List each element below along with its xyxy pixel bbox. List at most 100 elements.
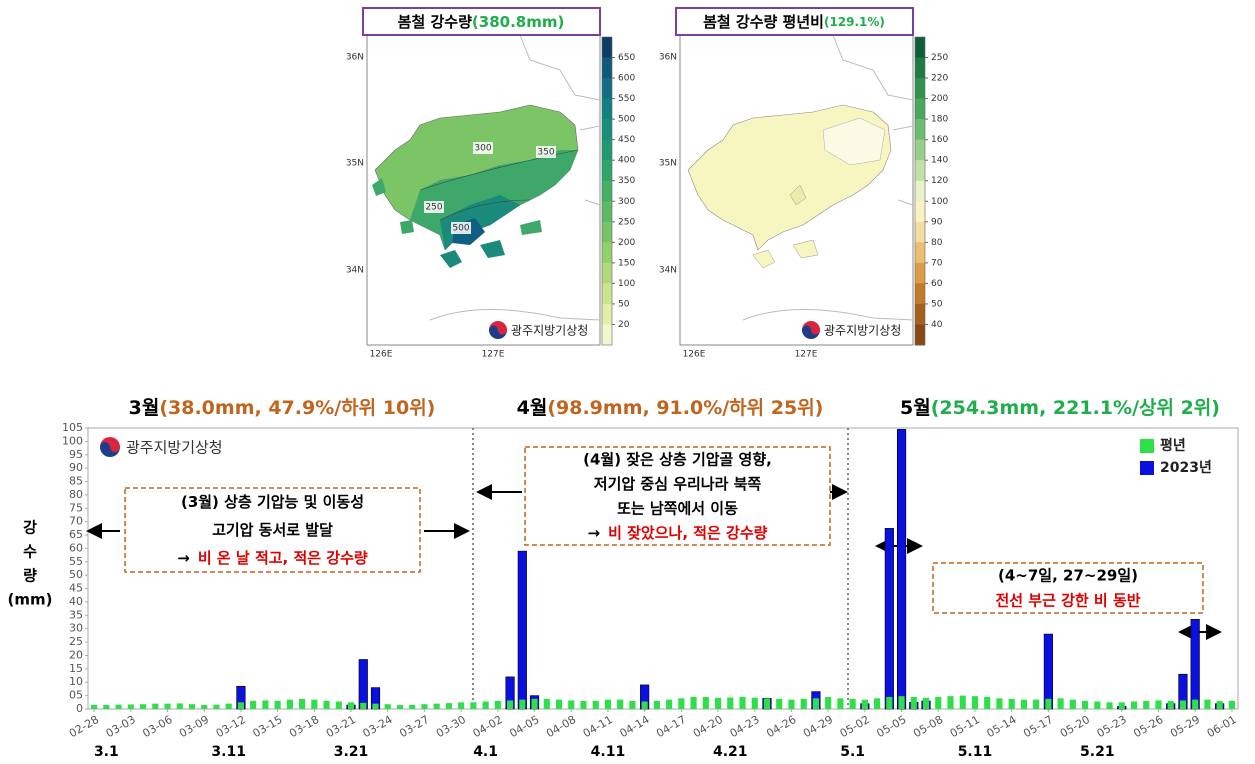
map-title-text: 봄철 강수량 — [398, 13, 472, 31]
y-tick-label: 10 — [69, 675, 83, 688]
colorbar-box — [915, 303, 925, 325]
colorbar-box — [602, 57, 612, 79]
annotation-box — [524, 446, 831, 546]
colorbar-label: 20 — [618, 320, 630, 330]
bar-2023 — [884, 528, 894, 710]
legend-swatch — [1140, 439, 1154, 453]
bar-normal — [825, 696, 832, 709]
y-tick-label: 60 — [69, 541, 83, 554]
logo-mark — [489, 325, 498, 335]
bar-normal — [874, 698, 881, 709]
x-tick-label: 05-20 — [1058, 713, 1092, 740]
colorbar-frame — [914, 36, 926, 346]
bar-normal — [751, 697, 758, 709]
legend-swatch — [1140, 461, 1154, 475]
contour-label-bg — [536, 146, 556, 158]
y-axis-label: (mm) — [8, 591, 53, 609]
lon-label: 126E — [683, 350, 706, 360]
island — [440, 250, 462, 268]
colorbar-box — [602, 201, 612, 223]
lat-label: 34N — [346, 266, 364, 276]
colorbar-label: 200 — [931, 94, 948, 104]
lat-label: 35N — [659, 159, 677, 169]
bar-normal — [996, 698, 1003, 709]
annotation-text: 전선 부근 강한 비 동반 — [995, 591, 1140, 609]
bar-normal — [494, 700, 501, 709]
x-tick-label: 04-11 — [581, 713, 615, 740]
month-header: 5월(254.3mm, 221.1%/상위 2위) — [900, 397, 1220, 419]
colorbar-box — [915, 119, 925, 141]
bar-normal — [115, 704, 122, 709]
legend-label: 2023년 — [1160, 460, 1212, 476]
bar-normal — [604, 699, 612, 709]
bar-normal — [629, 700, 636, 709]
bar-normal — [507, 700, 514, 709]
logo-mark — [811, 325, 820, 335]
annotation-box — [932, 562, 1204, 614]
bar-normal — [1143, 700, 1150, 709]
colorbar-label: 160 — [931, 135, 948, 145]
y-axis-label: 수 — [23, 543, 37, 561]
island — [372, 178, 386, 196]
bar-normal — [922, 697, 930, 709]
bar-normal — [935, 696, 942, 709]
colorbar-box — [602, 180, 612, 202]
bar-normal — [1008, 698, 1015, 709]
map-title-value: (129.1%) — [824, 15, 885, 29]
bar-normal — [788, 699, 795, 709]
bar-normal — [103, 704, 110, 709]
annotation-text: 고기압 동서로 발달 — [212, 521, 333, 539]
bar-normal — [445, 703, 452, 709]
annotation-text: → — [588, 523, 601, 541]
x-tick-label: 03-15 — [250, 713, 284, 740]
bar-normal — [849, 698, 856, 709]
bar-2023 — [1043, 633, 1053, 710]
colorbar-box — [915, 283, 925, 305]
bar-normal — [409, 704, 416, 709]
contour-label: 300 — [474, 144, 491, 154]
lat-label: 35N — [346, 159, 364, 169]
x-tick-label: 03-24 — [361, 713, 395, 740]
month-header: 3월(38.0mm, 47.9%/하위 10위) — [129, 397, 436, 419]
colorbar-label: 60 — [931, 279, 943, 289]
lon-label: 127E — [482, 350, 505, 360]
x-tick-label: 04-17 — [654, 713, 688, 740]
x-tick-label: 05-26 — [1131, 713, 1165, 740]
bar-normal — [1204, 699, 1211, 709]
logo-mark — [110, 442, 120, 452]
colorbar-box — [915, 180, 925, 202]
bar-normal — [286, 699, 293, 709]
colorbar-box — [602, 139, 612, 161]
bar-normal — [763, 698, 771, 709]
coastline — [742, 34, 914, 321]
contour-label: 500 — [452, 224, 469, 234]
bar-normal — [1057, 698, 1064, 709]
colorbar-label: 200 — [618, 238, 635, 248]
annotation-line: (4월) 잦은 상층 기압골 영향, — [583, 450, 772, 468]
colorbar-label: 300 — [618, 197, 635, 207]
bar-normal — [861, 699, 868, 709]
bar-normal — [482, 701, 489, 709]
bar-normal — [396, 704, 404, 709]
colorbar-label: 140 — [931, 156, 948, 166]
x-tick-label: 03-21 — [324, 713, 358, 740]
bar-normal — [1179, 700, 1187, 709]
colorbar-box — [602, 119, 612, 141]
y-tick-label: 30 — [69, 622, 83, 635]
colorbar-label: 500 — [618, 115, 635, 125]
colorbar-box — [602, 242, 612, 264]
month-detail: (254.3mm, 221.1%/상위 2위) — [931, 397, 1220, 419]
x-tick-label: 05-14 — [984, 713, 1018, 740]
colorbar-label: 120 — [931, 176, 948, 186]
land-band — [822, 117, 886, 166]
y-tick-label: 45 — [69, 582, 83, 595]
colorbar-label: 180 — [931, 115, 948, 125]
bar-normal — [311, 699, 318, 709]
colorbar-box — [915, 262, 925, 284]
bar-normal — [164, 703, 171, 709]
annotation-text: 비 온 날 적고, 적은 강수량 — [198, 549, 368, 567]
y-tick-label: 55 — [69, 555, 83, 568]
annotation-box — [124, 487, 421, 573]
bar-normal — [421, 704, 428, 709]
colorbar-label: 100 — [618, 279, 635, 289]
